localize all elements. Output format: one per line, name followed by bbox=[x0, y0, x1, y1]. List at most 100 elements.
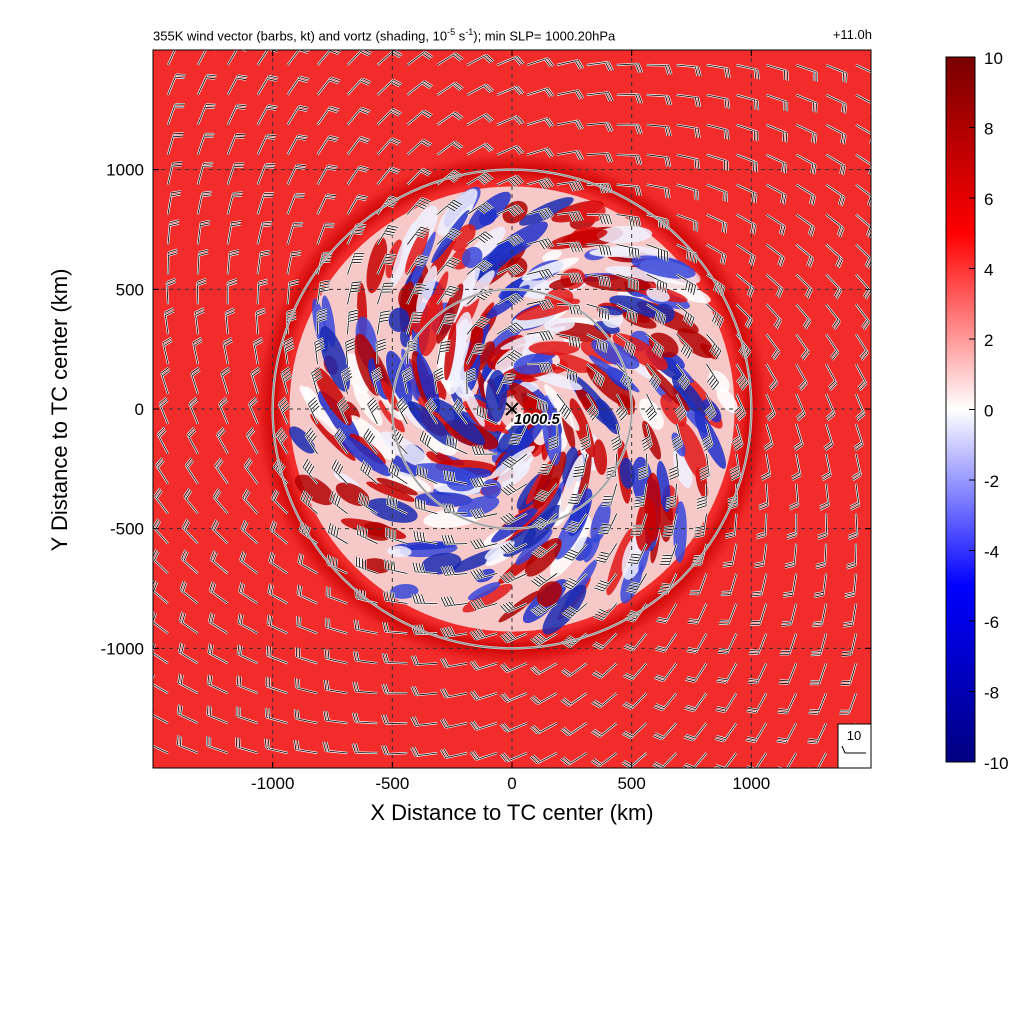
wind-barb bbox=[683, 722, 708, 742]
wind-barb bbox=[526, 207, 555, 220]
wind-barb bbox=[307, 396, 320, 425]
wind-barb bbox=[641, 423, 653, 452]
wind-barb bbox=[324, 648, 348, 665]
wind-barb bbox=[675, 333, 693, 359]
reference-barb-label: 10 bbox=[847, 728, 861, 743]
wind-barb bbox=[256, 192, 274, 215]
wind-barb bbox=[646, 153, 672, 168]
wind-barb bbox=[179, 580, 199, 605]
wind-barb bbox=[465, 367, 477, 395]
wind-barb bbox=[765, 153, 788, 174]
wind-barb bbox=[328, 491, 349, 515]
wind-barb bbox=[795, 303, 812, 330]
wind-barb bbox=[316, 105, 340, 126]
wind-barb bbox=[395, 396, 409, 425]
wind-barb bbox=[256, 278, 269, 305]
wind-barb bbox=[563, 542, 588, 562]
wind-barb bbox=[436, 81, 464, 96]
wind-barb bbox=[560, 752, 588, 766]
wind-barb bbox=[735, 303, 753, 329]
wind-barb bbox=[436, 285, 460, 305]
wind-barb bbox=[825, 213, 845, 238]
x-axis-ticks: -1000 -500 0 500 1000 bbox=[251, 50, 770, 793]
wind-barb bbox=[440, 626, 468, 638]
wind-barb bbox=[406, 80, 434, 96]
wind-barb bbox=[300, 489, 319, 515]
wind-barb bbox=[383, 559, 408, 575]
wind-barb bbox=[676, 93, 702, 108]
wind-barb bbox=[722, 543, 738, 568]
wind-barb bbox=[597, 513, 618, 535]
wind-barb bbox=[765, 393, 777, 422]
wind-barb bbox=[286, 192, 305, 215]
wind-barb bbox=[556, 272, 584, 284]
wind-barb bbox=[353, 619, 378, 635]
wind-barb bbox=[432, 367, 445, 395]
center-pressure-label: 1000.5 bbox=[514, 411, 561, 428]
wind-barb bbox=[526, 393, 548, 413]
wind-barb bbox=[294, 678, 318, 695]
wind-barb bbox=[676, 123, 701, 139]
wind-barb bbox=[166, 103, 185, 126]
wind-barb bbox=[676, 153, 700, 170]
wind-barb bbox=[556, 149, 585, 161]
wind-barb bbox=[206, 736, 229, 755]
wind-barb bbox=[153, 579, 169, 605]
wind-barb bbox=[439, 657, 468, 669]
wind-barb bbox=[286, 75, 310, 96]
wind-barb bbox=[777, 692, 798, 715]
wind-barb bbox=[547, 423, 559, 451]
wind-barb bbox=[745, 722, 768, 744]
wind-barb bbox=[765, 183, 787, 205]
y-tick-label: 1000 bbox=[106, 161, 144, 180]
wind-barb bbox=[226, 133, 246, 156]
wind-barb bbox=[705, 333, 722, 360]
wind-barb bbox=[324, 617, 348, 635]
wind-barb bbox=[406, 168, 432, 186]
wind-barb bbox=[499, 692, 528, 703]
wind-barb bbox=[476, 405, 498, 425]
wind-barb bbox=[765, 243, 785, 268]
wind-barb bbox=[226, 162, 245, 185]
wind-barb bbox=[245, 426, 259, 455]
wind-barb bbox=[410, 655, 438, 666]
wind-barb bbox=[851, 453, 862, 482]
wind-barb bbox=[177, 642, 199, 665]
wind-barb bbox=[243, 457, 259, 485]
wind-barb bbox=[376, 137, 402, 156]
wind-barb bbox=[760, 453, 772, 482]
wind-barb bbox=[795, 153, 817, 175]
wind-barb bbox=[186, 426, 199, 455]
wind-barb bbox=[855, 363, 868, 392]
wind-barb bbox=[853, 423, 864, 452]
wind-barb bbox=[293, 709, 318, 725]
y-tick-label: -500 bbox=[110, 520, 144, 539]
wind-barb bbox=[765, 363, 779, 392]
wind-barb bbox=[196, 190, 212, 215]
wind-barb bbox=[825, 393, 836, 422]
wind-barb bbox=[526, 57, 555, 68]
wind-barb bbox=[269, 520, 289, 545]
wind-barb bbox=[406, 283, 427, 305]
wind-barb bbox=[436, 256, 461, 276]
wind-barb bbox=[717, 632, 738, 655]
wind-barb bbox=[302, 458, 319, 485]
wind-barb bbox=[469, 568, 498, 581]
wind-barb bbox=[266, 614, 289, 635]
wind-barb bbox=[684, 692, 708, 713]
wind-barb bbox=[654, 632, 678, 653]
wind-barb bbox=[706, 153, 729, 171]
wind-barb bbox=[825, 363, 838, 392]
wind-barb bbox=[469, 598, 498, 611]
wind-barb bbox=[166, 73, 186, 96]
wind-barb bbox=[825, 63, 848, 83]
wind-barb bbox=[720, 573, 738, 597]
wind-barb bbox=[499, 571, 528, 584]
wind-barb bbox=[676, 183, 700, 201]
wind-barb bbox=[753, 543, 768, 569]
wind-barb bbox=[795, 213, 816, 237]
wind-barb bbox=[153, 549, 169, 575]
wind-barb bbox=[676, 213, 699, 232]
wind-barb bbox=[286, 279, 300, 305]
wind-barb bbox=[616, 333, 636, 357]
